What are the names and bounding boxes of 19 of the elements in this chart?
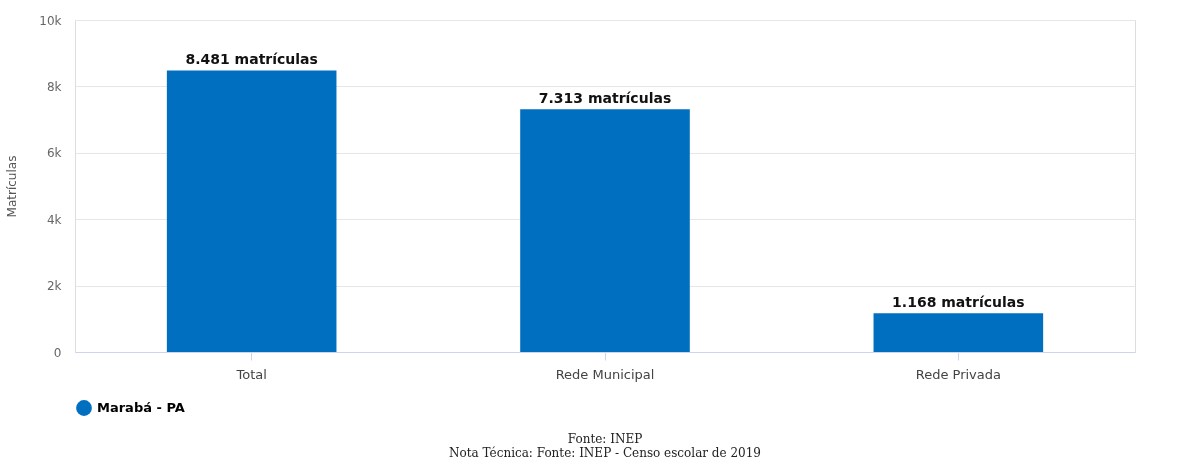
bar — [873, 313, 1044, 352]
y-tick-label: 2k — [46, 279, 62, 294]
data-label: 8.481 matrículas — [185, 51, 318, 68]
text: Nota Técnica: Fonte: INEP - Censo escolar de 2019 — [449, 446, 761, 460]
y-tick-label: 10k — [39, 13, 62, 28]
y-tick-label: 8k — [46, 79, 62, 94]
data-label: 7.313 matrículas — [538, 90, 672, 107]
x-tick-label: Total — [235, 366, 267, 382]
data-label: 1.168 matrículas — [892, 294, 1025, 311]
x-tick-label: Rede Privada — [915, 366, 1001, 382]
y-tick-label: 4k — [46, 212, 62, 227]
y-axis-title: Matrículas — [5, 155, 20, 218]
bar — [166, 70, 337, 352]
source-note: Fonte: INEP — [567, 432, 643, 446]
legend-label: Marabá - PA — [97, 400, 185, 415]
x-tick-label: Rede Municipal — [555, 366, 655, 382]
y-tick-label: 6k — [46, 146, 62, 161]
y-tick-label: 0 — [53, 345, 62, 360]
bar — [520, 109, 690, 352]
